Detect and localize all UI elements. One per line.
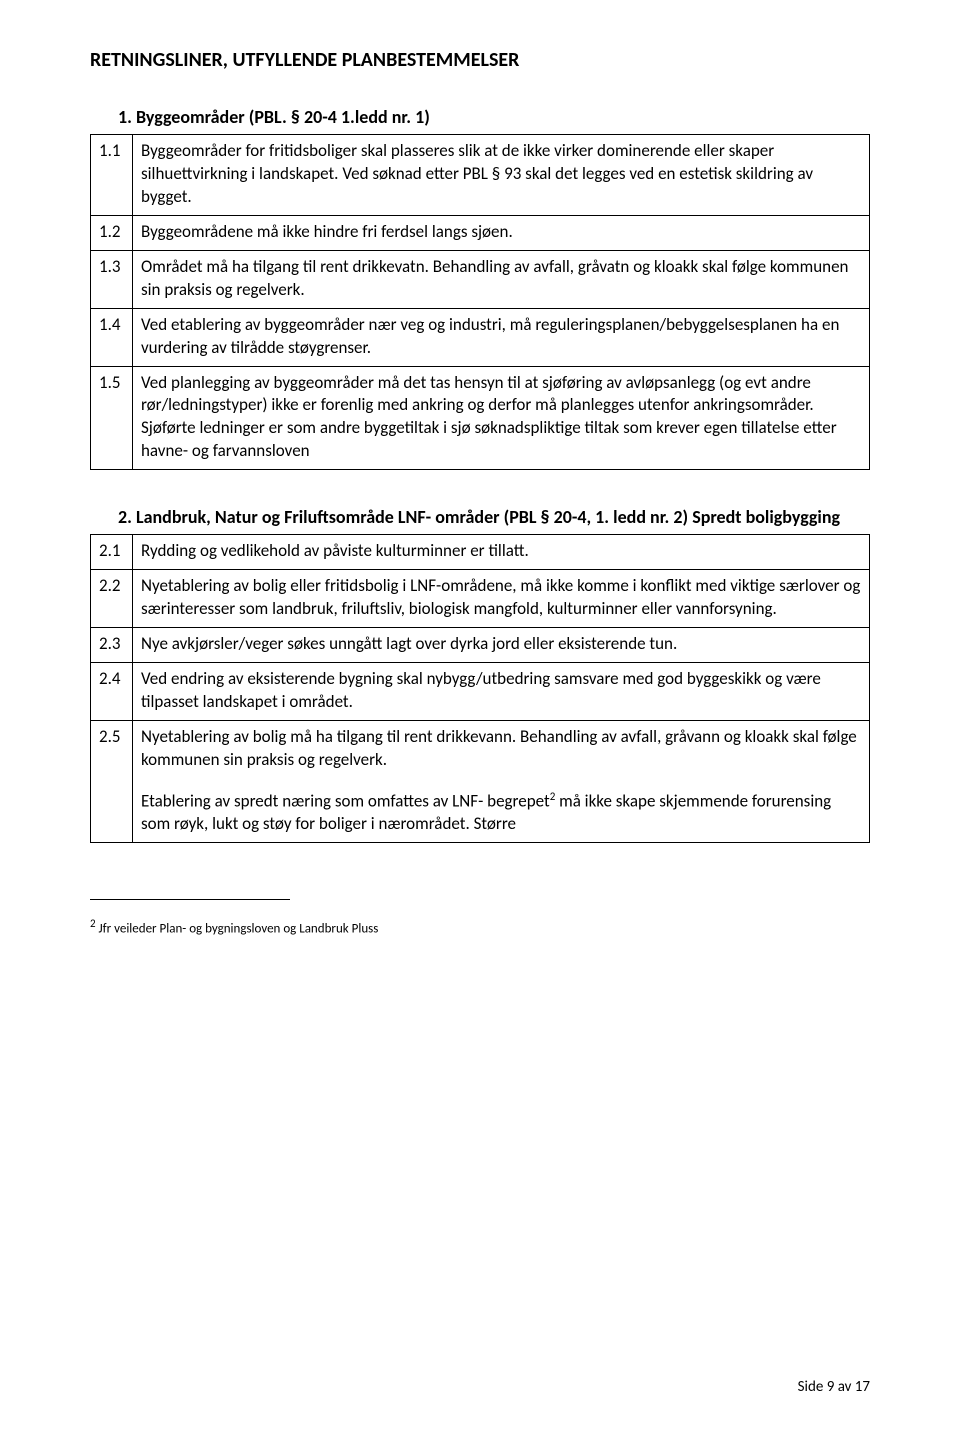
row-text: Byggeområdene må ikke hindre fri ferdsel… <box>133 215 870 250</box>
row-text: Nyetablering av bolig eller fritidsbolig… <box>133 570 870 628</box>
row-num: 2.5 <box>91 720 133 842</box>
row-num: 2.1 <box>91 535 133 570</box>
table-row: 2.5 Nyetablering av bolig må ha tilgang … <box>91 720 870 842</box>
section2-heading: 2. Landbruk, Natur og Friluftsområde LNF… <box>90 506 870 528</box>
row-text: Ved planlegging av byggeområder må det t… <box>133 366 870 470</box>
row-text: Rydding og vedlikehold av påviste kultur… <box>133 535 870 570</box>
row-text: Området må ha tilgang til rent drikkevat… <box>133 250 870 308</box>
row-num: 2.3 <box>91 628 133 663</box>
footnote-divider <box>90 899 290 900</box>
section1-table: 1.1 Byggeområder for fritidsboliger skal… <box>90 134 870 470</box>
row-num: 2.4 <box>91 663 133 721</box>
row-text: Nye avkjørsler/veger søkes unngått lagt … <box>133 628 870 663</box>
table-row: 1.3 Området må ha tilgang til rent drikk… <box>91 250 870 308</box>
footnote: 2 Jfr veileder Plan- og bygningsloven og… <box>90 916 870 939</box>
row-num: 1.2 <box>91 215 133 250</box>
table-row: 1.1 Byggeområder for fritidsboliger skal… <box>91 135 870 216</box>
main-heading: RETNINGSLINER, UTFYLLENDE PLANBESTEMMELS… <box>90 48 870 72</box>
section1-heading: 1. Byggeområder (PBL. § 20-4 1.ledd nr. … <box>90 106 870 128</box>
row-text: Ved endring av eksisterende bygning skal… <box>133 663 870 721</box>
table-row: 2.4 Ved endring av eksisterende bygning … <box>91 663 870 721</box>
table-row: 1.2 Byggeområdene må ikke hindre fri fer… <box>91 215 870 250</box>
row-num: 2.2 <box>91 570 133 628</box>
row-num: 1.5 <box>91 366 133 470</box>
section2-table: 2.1 Rydding og vedlikehold av påviste ku… <box>90 534 870 843</box>
page-footer: Side 9 av 17 <box>798 1378 870 1396</box>
table-row: 2.3 Nye avkjørsler/veger søkes unngått l… <box>91 628 870 663</box>
row-num: 1.4 <box>91 308 133 366</box>
row-text: Nyetablering av bolig må ha tilgang til … <box>133 720 870 842</box>
table-row: 1.4 Ved etablering av byggeområder nær v… <box>91 308 870 366</box>
table-row: 1.5 Ved planlegging av byggeområder må d… <box>91 366 870 470</box>
row-num: 1.3 <box>91 250 133 308</box>
row-text: Byggeområder for fritidsboliger skal pla… <box>133 135 870 216</box>
row25-para2-a: Etablering av spredt næring som omfattes… <box>141 790 550 811</box>
table-row: 2.1 Rydding og vedlikehold av påviste ku… <box>91 535 870 570</box>
row-text: Ved etablering av byggeområder nær veg o… <box>133 308 870 366</box>
table-row: 2.2 Nyetablering av bolig eller fritidsb… <box>91 570 870 628</box>
row-num: 1.1 <box>91 135 133 216</box>
row25-para1: Nyetablering av bolig må ha tilgang til … <box>141 726 861 772</box>
footnote-text: Jfr veileder Plan- og bygningsloven og L… <box>96 922 379 937</box>
row25-para2: Etablering av spredt næring som omfattes… <box>141 790 861 837</box>
